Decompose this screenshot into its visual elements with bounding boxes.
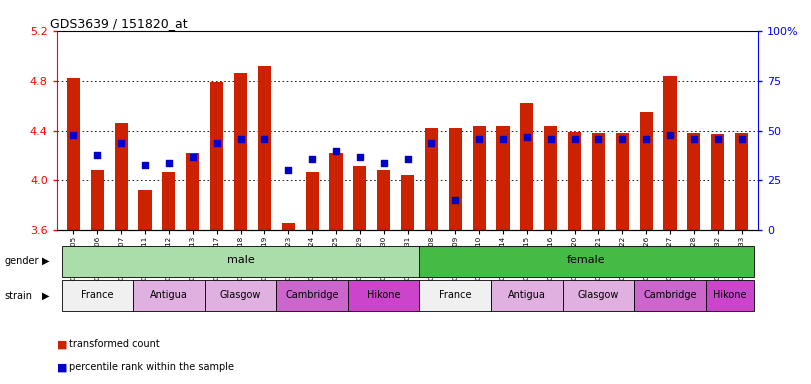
Bar bbox=[133, 280, 204, 311]
Bar bbox=[91, 170, 104, 230]
Point bbox=[735, 136, 748, 142]
Bar bbox=[114, 123, 128, 230]
Bar bbox=[419, 280, 491, 311]
Text: Hikone: Hikone bbox=[367, 290, 401, 300]
Text: female: female bbox=[567, 255, 606, 265]
Bar bbox=[448, 128, 461, 230]
Point bbox=[329, 147, 342, 154]
Text: France: France bbox=[81, 290, 114, 300]
Point bbox=[306, 156, 319, 162]
Bar bbox=[521, 103, 534, 230]
Point bbox=[448, 197, 461, 204]
Point bbox=[473, 136, 486, 142]
Point bbox=[234, 136, 247, 142]
Bar bbox=[306, 172, 319, 230]
Point bbox=[187, 154, 200, 160]
Bar bbox=[687, 133, 701, 230]
Bar bbox=[640, 112, 653, 230]
Point bbox=[377, 159, 390, 166]
Point bbox=[354, 154, 367, 160]
Bar bbox=[204, 280, 277, 311]
Bar bbox=[354, 166, 367, 230]
Text: GDS3639 / 151820_at: GDS3639 / 151820_at bbox=[49, 17, 187, 30]
Bar bbox=[210, 82, 223, 230]
Text: strain: strain bbox=[4, 291, 32, 301]
Text: Glasgow: Glasgow bbox=[220, 290, 261, 300]
Point bbox=[258, 136, 271, 142]
Bar bbox=[329, 153, 342, 230]
Bar bbox=[568, 132, 581, 230]
Text: transformed count: transformed count bbox=[69, 339, 160, 349]
Bar bbox=[425, 128, 438, 230]
Bar bbox=[67, 78, 80, 230]
Bar bbox=[544, 126, 557, 230]
Point bbox=[496, 136, 509, 142]
Text: male: male bbox=[226, 255, 255, 265]
Text: ▶: ▶ bbox=[42, 291, 49, 301]
Text: ■: ■ bbox=[57, 362, 67, 372]
Bar bbox=[496, 126, 509, 230]
Bar bbox=[62, 246, 419, 276]
Point bbox=[114, 139, 127, 146]
Bar bbox=[735, 133, 748, 230]
Bar bbox=[62, 280, 133, 311]
Bar bbox=[491, 280, 563, 311]
Text: Antigua: Antigua bbox=[508, 290, 546, 300]
Point bbox=[544, 136, 557, 142]
Point bbox=[139, 161, 152, 167]
Bar bbox=[348, 280, 419, 311]
Text: Cambridge: Cambridge bbox=[643, 290, 697, 300]
Bar bbox=[419, 246, 753, 276]
Point bbox=[616, 136, 629, 142]
Point bbox=[425, 139, 438, 146]
Point bbox=[67, 131, 80, 137]
Bar bbox=[187, 153, 200, 230]
Bar bbox=[258, 66, 271, 230]
Text: ▶: ▶ bbox=[42, 256, 49, 266]
Text: Glasgow: Glasgow bbox=[577, 290, 619, 300]
Bar bbox=[592, 133, 605, 230]
Bar bbox=[139, 190, 152, 230]
Bar bbox=[616, 133, 629, 230]
Point bbox=[688, 136, 701, 142]
Text: France: France bbox=[439, 290, 471, 300]
Point bbox=[521, 134, 534, 140]
Bar bbox=[711, 134, 724, 230]
Point bbox=[592, 136, 605, 142]
Point bbox=[568, 136, 581, 142]
Point bbox=[281, 167, 294, 174]
Point bbox=[162, 159, 175, 166]
Point bbox=[401, 156, 414, 162]
Point bbox=[640, 136, 653, 142]
Text: percentile rank within the sample: percentile rank within the sample bbox=[69, 362, 234, 372]
Bar bbox=[377, 170, 390, 230]
Bar bbox=[234, 73, 247, 230]
Bar bbox=[162, 172, 175, 230]
Bar bbox=[281, 223, 294, 230]
Text: Cambridge: Cambridge bbox=[285, 290, 339, 300]
Bar bbox=[706, 280, 753, 311]
Point bbox=[210, 139, 223, 146]
Bar bbox=[663, 76, 676, 230]
Point bbox=[91, 151, 104, 157]
Point bbox=[663, 131, 676, 137]
Bar bbox=[563, 280, 634, 311]
Bar bbox=[277, 280, 348, 311]
Text: gender: gender bbox=[4, 256, 39, 266]
Point bbox=[711, 136, 724, 142]
Text: Hikone: Hikone bbox=[713, 290, 746, 300]
Bar bbox=[473, 126, 486, 230]
Bar bbox=[634, 280, 706, 311]
Text: ■: ■ bbox=[57, 339, 67, 349]
Bar bbox=[401, 175, 414, 230]
Text: Antigua: Antigua bbox=[150, 290, 188, 300]
